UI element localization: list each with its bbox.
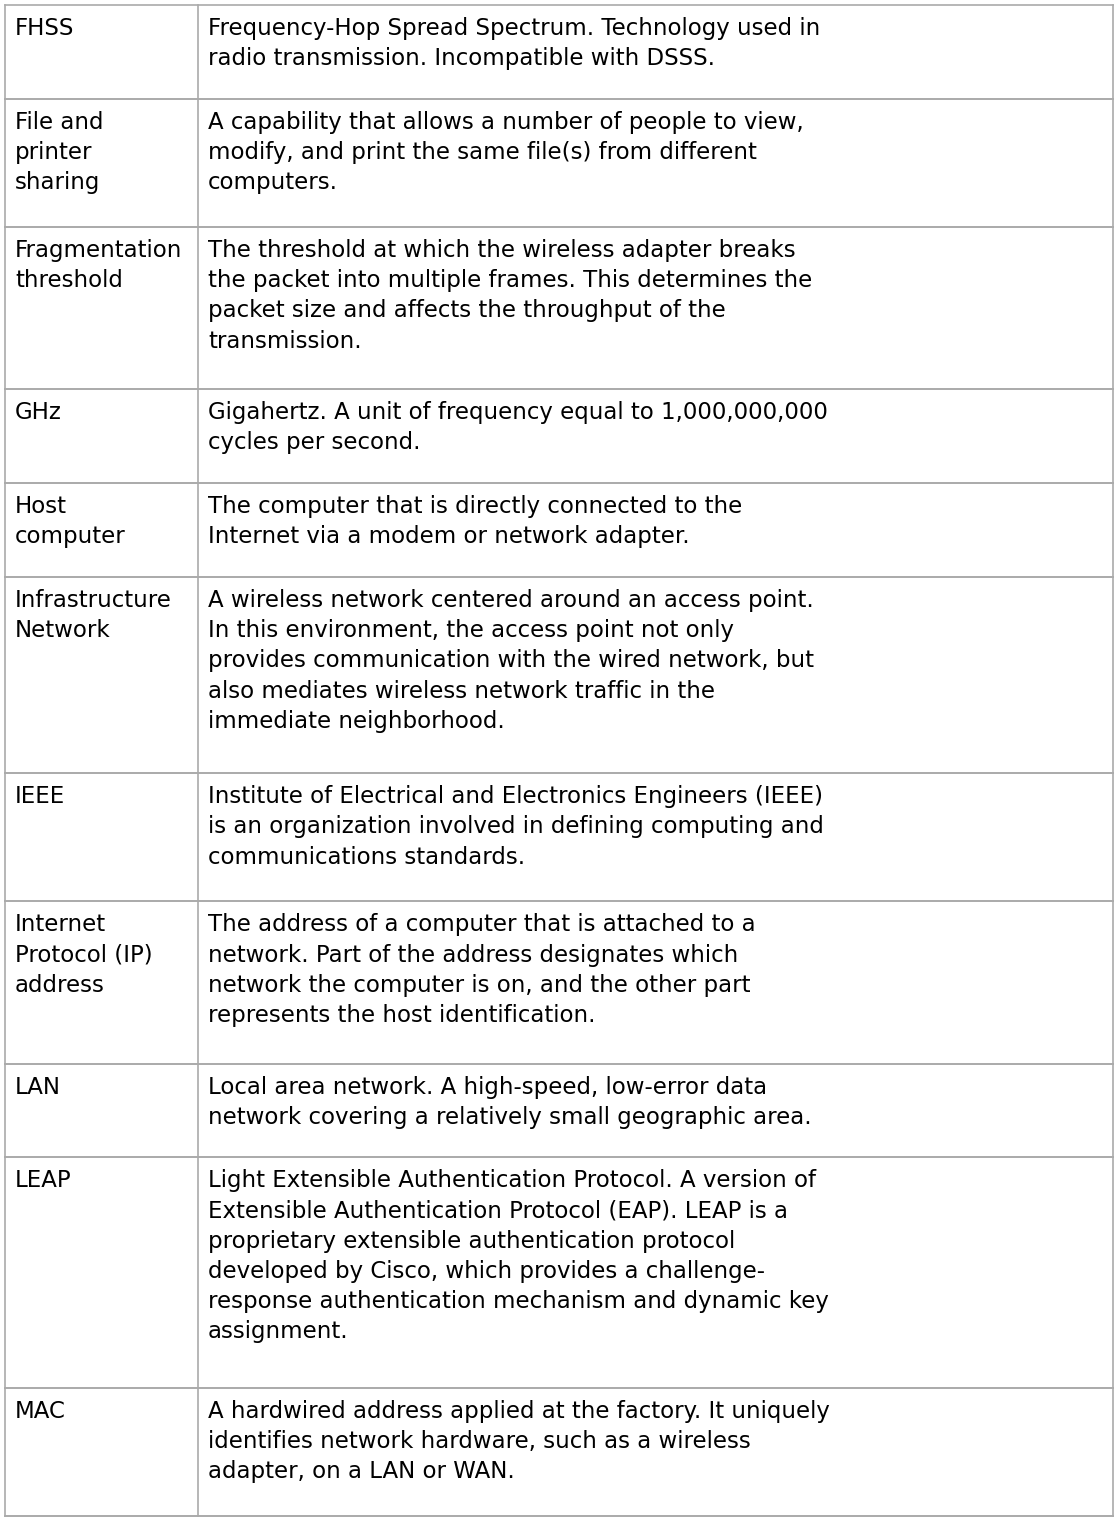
Bar [198, 1389, 1114, 1516]
Text: The threshold at which the wireless adapter breaks
the packet into multiple fram: The threshold at which the wireless adap… [208, 239, 813, 353]
Text: LEAP: LEAP [15, 1170, 72, 1192]
Bar [198, 99, 1114, 227]
Bar [198, 1063, 1114, 1157]
Bar [198, 484, 1114, 576]
Bar [198, 227, 1114, 389]
Text: FHSS: FHSS [15, 17, 75, 40]
Bar [198, 389, 1114, 484]
Text: Fragmentation
threshold: Fragmentation threshold [15, 239, 182, 292]
Bar [4, 99, 198, 227]
Text: Host
computer: Host computer [15, 494, 125, 548]
Bar [4, 5, 198, 99]
Bar [198, 773, 1114, 902]
Bar [4, 1157, 198, 1389]
Text: The address of a computer that is attached to a
network. Part of the address des: The address of a computer that is attach… [208, 913, 756, 1027]
Bar [4, 576, 198, 773]
Text: A capability that allows a number of people to view,
modify, and print the same : A capability that allows a number of peo… [208, 111, 804, 195]
Text: File and
printer
sharing: File and printer sharing [15, 111, 104, 195]
Text: Gigahertz. A unit of frequency equal to 1,000,000,000
cycles per second.: Gigahertz. A unit of frequency equal to … [208, 402, 827, 455]
Text: Local area network. A high-speed, low-error data
network covering a relatively s: Local area network. A high-speed, low-er… [208, 1075, 812, 1129]
Text: The computer that is directly connected to the
Internet via a modem or network a: The computer that is directly connected … [208, 494, 742, 548]
Text: Light Extensible Authentication Protocol. A version of
Extensible Authentication: Light Extensible Authentication Protocol… [208, 1170, 828, 1343]
Text: GHz: GHz [15, 402, 61, 424]
Bar [198, 902, 1114, 1063]
Bar [4, 484, 198, 576]
Text: A hardwired address applied at the factory. It uniquely
identifies network hardw: A hardwired address applied at the facto… [208, 1399, 830, 1483]
Bar [4, 1063, 198, 1157]
Bar [4, 389, 198, 484]
Bar [198, 1157, 1114, 1389]
Text: Institute of Electrical and Electronics Engineers (IEEE)
is an organization invo: Institute of Electrical and Electronics … [208, 785, 824, 868]
Text: Internet
Protocol (IP)
address: Internet Protocol (IP) address [15, 913, 153, 996]
Bar [198, 5, 1114, 99]
Bar [4, 227, 198, 389]
Bar [4, 902, 198, 1063]
Bar [198, 576, 1114, 773]
Text: A wireless network centered around an access point.
In this environment, the acc: A wireless network centered around an ac… [208, 589, 814, 733]
Text: MAC: MAC [15, 1399, 66, 1424]
Text: LAN: LAN [15, 1075, 61, 1098]
Text: IEEE: IEEE [15, 785, 65, 808]
Text: Infrastructure
Network: Infrastructure Network [15, 589, 172, 642]
Bar [4, 773, 198, 902]
Bar [4, 1389, 198, 1516]
Text: Frequency-Hop Spread Spectrum. Technology used in
radio transmission. Incompatib: Frequency-Hop Spread Spectrum. Technolog… [208, 17, 821, 70]
